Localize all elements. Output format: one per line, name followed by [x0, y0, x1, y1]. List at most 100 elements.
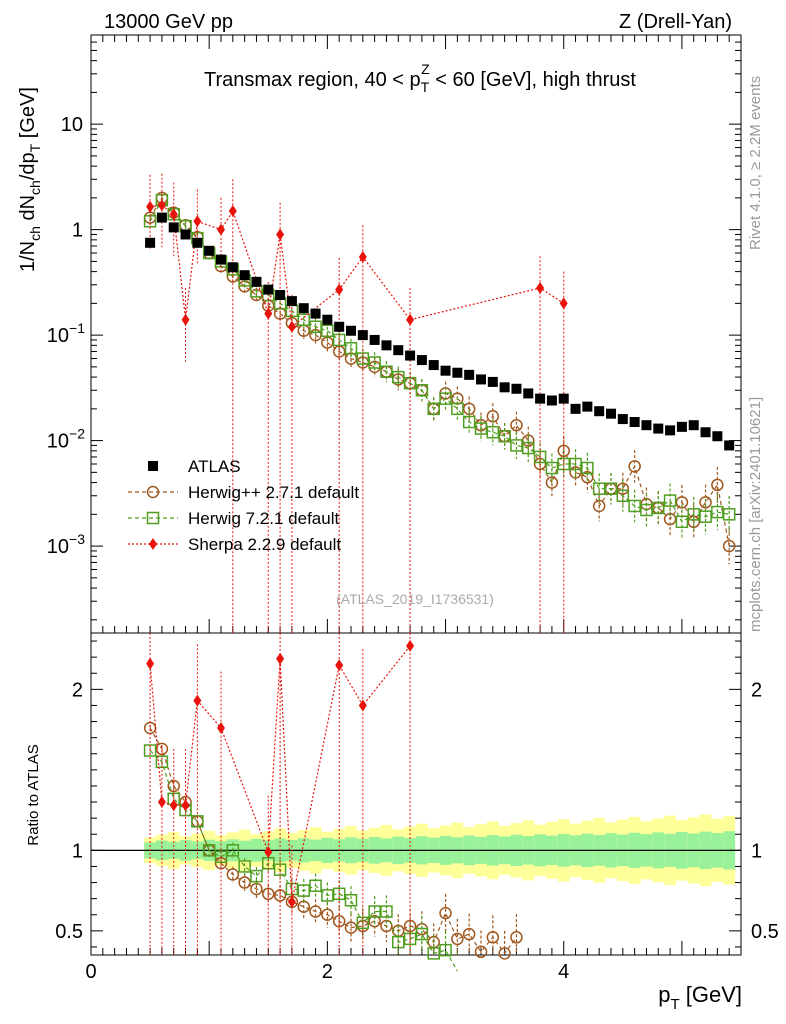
herwigpp-point: [462, 402, 476, 416]
atlas-point: [239, 270, 250, 281]
ytick-base: 10: [47, 325, 69, 347]
ylabel-sub-T: T: [27, 143, 43, 152]
sherpa-point: [559, 297, 568, 310]
herwigpp-ratio-line: [149, 727, 517, 955]
sherpa-ratio-point: [146, 657, 155, 670]
herwig7-point: [569, 457, 582, 471]
herwig7-point: [604, 482, 618, 495]
herwig7-point: [699, 510, 712, 523]
herwig7-point: [439, 392, 452, 405]
atlas-point: [688, 420, 699, 431]
sherpa-point: [406, 313, 415, 326]
ratio-ytick-label-left: 1: [72, 840, 83, 862]
ylabel-part-dn: dN: [17, 195, 39, 226]
x-tick-label: 0: [85, 961, 96, 983]
main-ylabel: 1/Nch dNch/dpT [GeV]: [17, 87, 43, 272]
main-axis-ticks: 10−3 10−2 10−1 1 10 0 2 4: [47, 34, 742, 983]
herwig7-point: [711, 505, 724, 519]
legend-label-sherpa: Sherpa 2.2.9 default: [188, 535, 341, 554]
herwigpp-ratio-point: [451, 932, 464, 946]
herwig7-ratio-point: [415, 927, 429, 941]
herwigpp-ratio-point: [462, 927, 476, 941]
atlas-point: [145, 237, 156, 248]
atlas-point: [499, 382, 510, 393]
ylabel-sub-ch-1: ch: [27, 226, 43, 241]
main-data-series: [143, 173, 736, 633]
herwigpp-point: [675, 496, 689, 509]
herwig7-point: [392, 370, 405, 384]
herwigpp-point: [616, 482, 630, 495]
sherpa-ratio-point: [193, 694, 202, 707]
atlas-point: [286, 296, 297, 307]
sherpa-ratio-point: [217, 721, 225, 734]
xlabel-unit: [GeV]: [680, 982, 742, 1007]
rivet-version-label: Rivet 4.1.0, ≥ 2.2M events: [747, 76, 764, 250]
herwig7-ratio-point: [273, 863, 287, 876]
herwig7-ratio-point: [309, 879, 322, 893]
atlas-point: [629, 417, 640, 428]
ylabel-part-n: 1/N: [17, 241, 39, 272]
ratio-ytick-label-left: 2: [72, 679, 83, 701]
ratio-data-series: [143, 633, 523, 972]
herwig7-point: [498, 429, 511, 443]
herwig7-ratio-point: [297, 884, 310, 897]
x-tick-label: 2: [322, 961, 333, 983]
ratio-plot-frame: [90, 632, 742, 956]
atlas-point: [653, 423, 664, 434]
atlas-point: [416, 355, 427, 366]
herwig7-point: [451, 402, 464, 416]
atlas-point: [712, 431, 723, 442]
atlas-point: [251, 276, 262, 287]
atlas-point: [156, 212, 167, 223]
main-ytick-label: 10−1: [47, 320, 85, 347]
herwig7-ratio-point: [191, 815, 204, 828]
atlas-point: [334, 321, 345, 332]
ratio-ytick-label-right: 2: [751, 679, 762, 701]
herwigpp-ratio-point: [474, 945, 488, 959]
herwig7-point: [462, 415, 476, 429]
atlas-point: [641, 420, 652, 431]
herwig7-point: [427, 402, 440, 416]
herwig7-point: [415, 384, 429, 397]
sherpa-point: [264, 307, 273, 320]
atlas-point: [476, 374, 486, 385]
title-sub-T: T: [421, 79, 430, 95]
legend-label-herwigpp: Herwig++ 2.7.1 default: [188, 483, 359, 502]
main-ytick-label: 10−3: [47, 531, 85, 558]
sherpa-point: [157, 199, 166, 212]
herwigpp-point: [699, 496, 712, 509]
herwigpp-ratio-point: [510, 931, 523, 944]
atlas-point: [298, 303, 309, 314]
main-ytick-label: 10−2: [47, 426, 85, 453]
herwigpp-ratio-point: [486, 931, 500, 944]
atlas-point: [204, 245, 215, 256]
ylabel-sub-ch-2: ch: [27, 180, 43, 195]
atlas-point: [558, 393, 569, 404]
herwigpp-point: [510, 418, 523, 432]
atlas-point: [582, 401, 593, 412]
main-ytick-label: 1: [72, 220, 83, 242]
atlas-point: [381, 340, 392, 351]
atlas-point: [216, 254, 226, 265]
x-tick-label: 4: [558, 961, 569, 983]
herwig7-point: [628, 499, 641, 513]
herwig7-ratio-point: [250, 869, 263, 883]
herwig7-point: [321, 324, 334, 338]
sherpa-point: [287, 320, 296, 333]
analysis-watermark: (ATLAS_2019_I1736531): [336, 591, 494, 607]
ratio-ytick-label-right: 0.5: [751, 921, 779, 943]
herwig7-point: [533, 450, 547, 464]
sherpa-point: [335, 283, 344, 296]
ytick-base: 10: [47, 431, 69, 453]
ratio-ytick-label-left: 0.5: [55, 921, 83, 943]
herwigpp-point: [581, 470, 594, 484]
atlas-point: [227, 262, 238, 273]
atlas-point: [617, 414, 628, 425]
main-title: Transmax region, 40 < pTZ < 60 [GeV], hi…: [204, 61, 636, 95]
atlas-point: [665, 425, 676, 436]
sherpa-line: [150, 204, 565, 328]
herwig7-point: [581, 461, 594, 475]
legend-marker-herwigpp: [146, 485, 160, 499]
herwig7-point: [687, 508, 700, 521]
